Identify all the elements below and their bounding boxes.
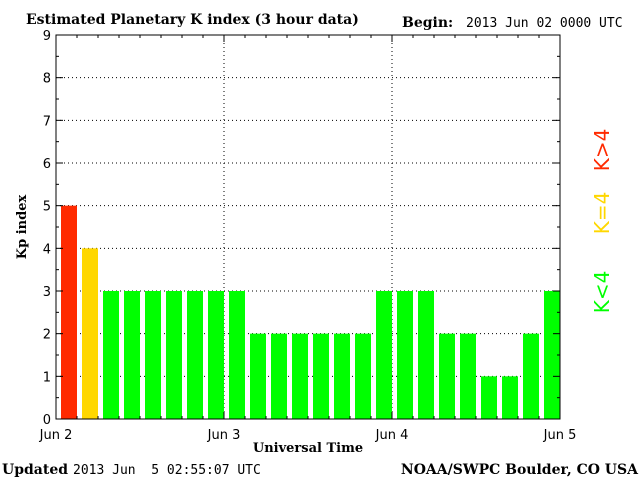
kp-bar: [250, 333, 266, 419]
kp-bar: [355, 333, 371, 419]
y-tick-label: 1: [43, 370, 51, 385]
kp-bar: [271, 333, 287, 419]
y-tick-label: 9: [43, 29, 51, 44]
kp-bar: [145, 291, 161, 419]
y-tick-label: 3: [43, 285, 51, 300]
kp-bar: [544, 291, 560, 419]
kp-bar: [61, 205, 77, 419]
kp-bar: [460, 333, 476, 419]
kp-bar: [397, 291, 413, 419]
kp-bar: [418, 291, 434, 419]
begin-value: 2013 Jun 02 0000 UTC: [466, 16, 623, 31]
y-axis-label: Kp index: [15, 195, 30, 260]
kp-bar: [166, 291, 182, 419]
kp-bar: [208, 291, 224, 419]
x-tick-label: Jun 2: [39, 428, 73, 443]
kp-bar: [334, 333, 350, 419]
kp-bar: [313, 333, 329, 419]
x-axis-label: Universal Time: [253, 441, 363, 456]
legend-mid: K=4: [590, 192, 614, 235]
y-tick-label: 8: [43, 72, 51, 87]
kp-bar: [523, 333, 539, 419]
kp-bar: [82, 248, 98, 419]
updated-label: Updated: [2, 462, 68, 478]
plot-frame: [55, 34, 561, 420]
kp-bar: [481, 376, 497, 419]
updated-value: 2013 Jun 5 02:55:07 UTC: [73, 463, 261, 478]
legend-high: K>4: [590, 129, 614, 172]
x-tick-label: Jun 3: [207, 428, 241, 443]
y-tick-label: 0: [43, 413, 51, 428]
y-tick-label: 7: [43, 114, 51, 129]
axis-ticks: 0 1 2 3 4 5 6 7 8 9 Jun 2 Jun 3 Jun 4 Jun 5: [39, 29, 577, 443]
kp-bar: [502, 376, 518, 419]
bars: [61, 205, 560, 419]
kp-bar: [187, 291, 203, 419]
kp-bar: [103, 291, 119, 419]
kp-bar: [376, 291, 392, 419]
kp-bar: [292, 333, 308, 419]
y-tick-label: 5: [43, 200, 51, 215]
source-credit: NOAA/SWPC Boulder, CO USA: [401, 462, 639, 478]
kp-bar: [124, 291, 140, 419]
x-tick-label: Jun 5: [543, 428, 577, 443]
begin-label: Begin:: [402, 15, 453, 31]
legend-low: K<4: [590, 271, 614, 314]
x-tick-label: Jun 4: [375, 428, 409, 443]
kp-bar: [229, 291, 245, 419]
y-tick-label: 2: [43, 328, 51, 343]
kp-bar: [439, 333, 455, 419]
chart-title: Estimated Planetary K index (3 hour data…: [26, 12, 359, 28]
y-tick-label: 4: [43, 242, 51, 257]
y-tick-label: 6: [43, 157, 51, 172]
